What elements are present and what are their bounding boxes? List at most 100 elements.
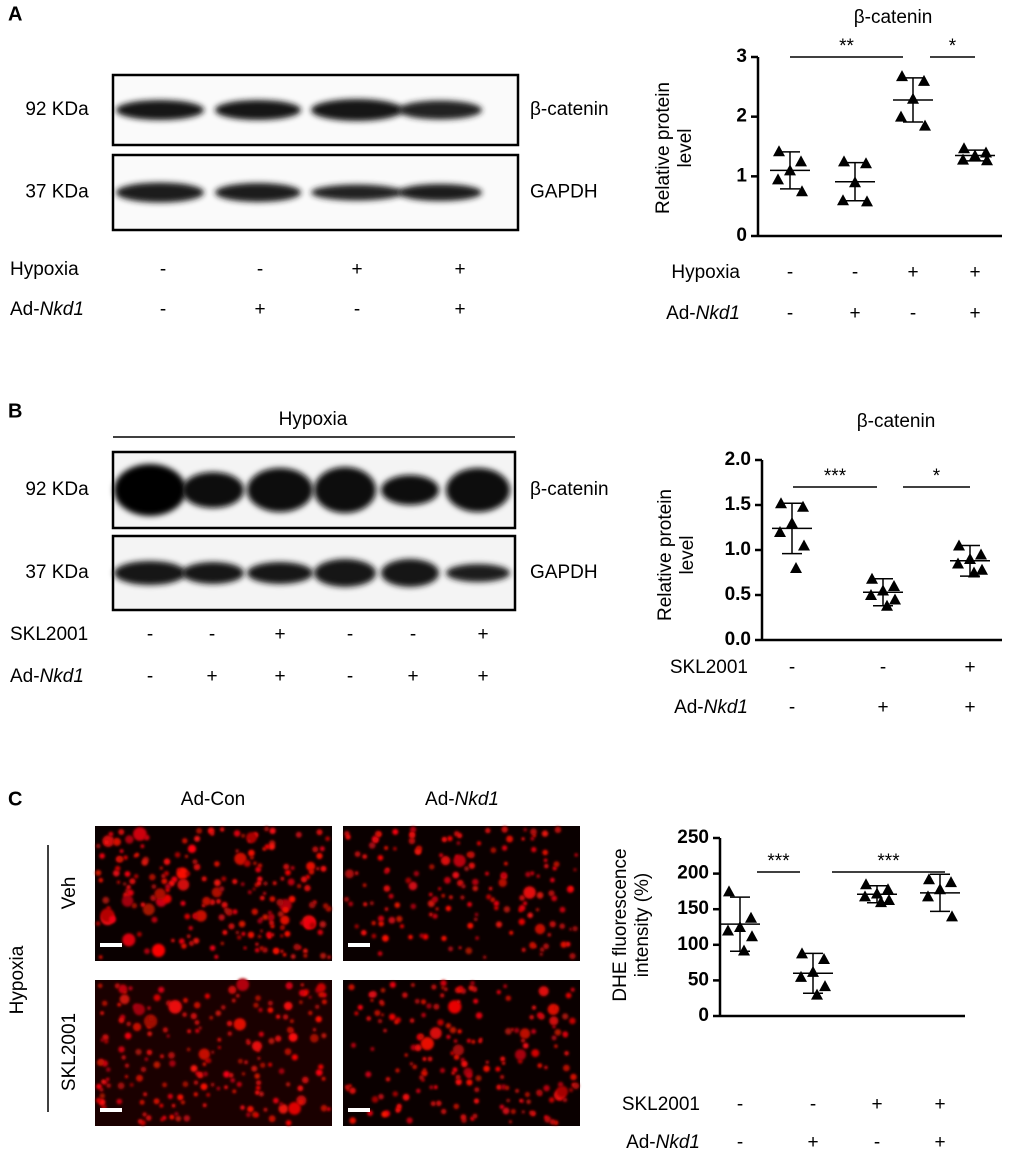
condition-label: Ad-Nkd1 xyxy=(626,1132,700,1153)
condition-sign: - xyxy=(810,1094,816,1115)
condition-sign: - xyxy=(257,259,263,280)
cell xyxy=(236,1081,242,1087)
cell xyxy=(268,1115,276,1123)
significance-label: * xyxy=(949,36,957,57)
cell xyxy=(374,1009,381,1017)
cell xyxy=(188,925,193,931)
data-point xyxy=(838,155,850,167)
cell xyxy=(119,994,130,1005)
cell xyxy=(527,912,533,919)
data-point xyxy=(723,885,735,897)
cell xyxy=(429,1085,434,1090)
cell xyxy=(452,1067,458,1073)
cell xyxy=(319,846,325,852)
blot-band xyxy=(398,184,482,201)
data-point xyxy=(772,173,784,185)
cell xyxy=(316,829,323,836)
cell xyxy=(506,835,514,843)
cell xyxy=(124,1075,129,1079)
panel-letter: A xyxy=(8,3,22,25)
cell xyxy=(408,881,418,891)
condition-sign: - xyxy=(789,657,795,678)
cell xyxy=(361,929,367,936)
cell xyxy=(271,933,275,937)
cell xyxy=(280,934,284,938)
cell xyxy=(290,866,295,870)
cell xyxy=(190,1065,198,1072)
cell xyxy=(228,923,235,930)
data-point xyxy=(866,572,878,584)
cell xyxy=(509,930,514,935)
cell xyxy=(183,997,188,1003)
cell xyxy=(192,913,198,919)
cell xyxy=(102,1034,109,1041)
cell xyxy=(357,1004,363,1011)
data-point xyxy=(946,910,958,922)
cell xyxy=(325,836,330,841)
data-point xyxy=(837,194,849,206)
cell xyxy=(483,1065,490,1072)
data-point xyxy=(923,873,935,885)
cell xyxy=(258,1031,264,1037)
band-protein: GAPDH xyxy=(530,562,598,583)
cell xyxy=(232,909,238,915)
cell xyxy=(518,918,526,926)
cell xyxy=(159,1103,164,1108)
cell xyxy=(309,922,316,929)
cell xyxy=(140,844,145,849)
cell xyxy=(145,1115,152,1121)
cell xyxy=(282,1014,289,1020)
cell xyxy=(515,1049,526,1061)
cell xyxy=(344,1084,350,1090)
cell xyxy=(283,1001,293,1011)
cell xyxy=(284,930,291,937)
cell xyxy=(255,1085,261,1091)
cell xyxy=(411,983,415,987)
chart-title: β-catenin xyxy=(854,7,933,28)
cell xyxy=(259,895,265,901)
cell xyxy=(437,1019,444,1026)
condition-label: SKL2001 xyxy=(670,657,748,678)
cell xyxy=(409,832,416,839)
cell xyxy=(263,1107,268,1112)
cell xyxy=(500,872,507,879)
cell xyxy=(414,1044,422,1052)
cell xyxy=(475,1012,483,1019)
cell xyxy=(479,1037,483,1041)
cell xyxy=(276,898,284,906)
cell xyxy=(388,1013,396,1021)
cell xyxy=(460,1114,467,1120)
cell xyxy=(255,866,262,873)
cell xyxy=(448,946,454,952)
cell xyxy=(116,880,121,884)
data-point xyxy=(865,589,877,600)
cell xyxy=(285,982,293,990)
cell xyxy=(372,837,379,843)
cell xyxy=(521,1110,525,1114)
cell xyxy=(322,903,329,909)
cell xyxy=(244,1060,248,1065)
cell xyxy=(562,1013,569,1020)
cell xyxy=(218,914,225,921)
condition-label: SKL2001 xyxy=(622,1094,700,1115)
condition-sign: + xyxy=(254,299,265,320)
cell xyxy=(251,908,258,915)
cell xyxy=(536,1012,543,1019)
cell xyxy=(148,1015,154,1022)
data-point xyxy=(918,74,930,86)
cell xyxy=(312,1028,317,1032)
cell xyxy=(193,1001,201,1009)
condition-label-italic: Nkd1 xyxy=(704,697,748,718)
cell xyxy=(137,931,142,937)
condition-label-italic: Nkd1 xyxy=(696,303,740,324)
cell xyxy=(499,1104,505,1110)
cell xyxy=(455,1074,461,1080)
data-point xyxy=(875,896,887,908)
cell xyxy=(255,942,259,946)
cell xyxy=(423,1068,427,1072)
cell xyxy=(296,883,302,889)
cell xyxy=(458,946,462,950)
cell xyxy=(174,1112,179,1116)
cell xyxy=(428,912,433,917)
blot-band xyxy=(116,100,204,120)
